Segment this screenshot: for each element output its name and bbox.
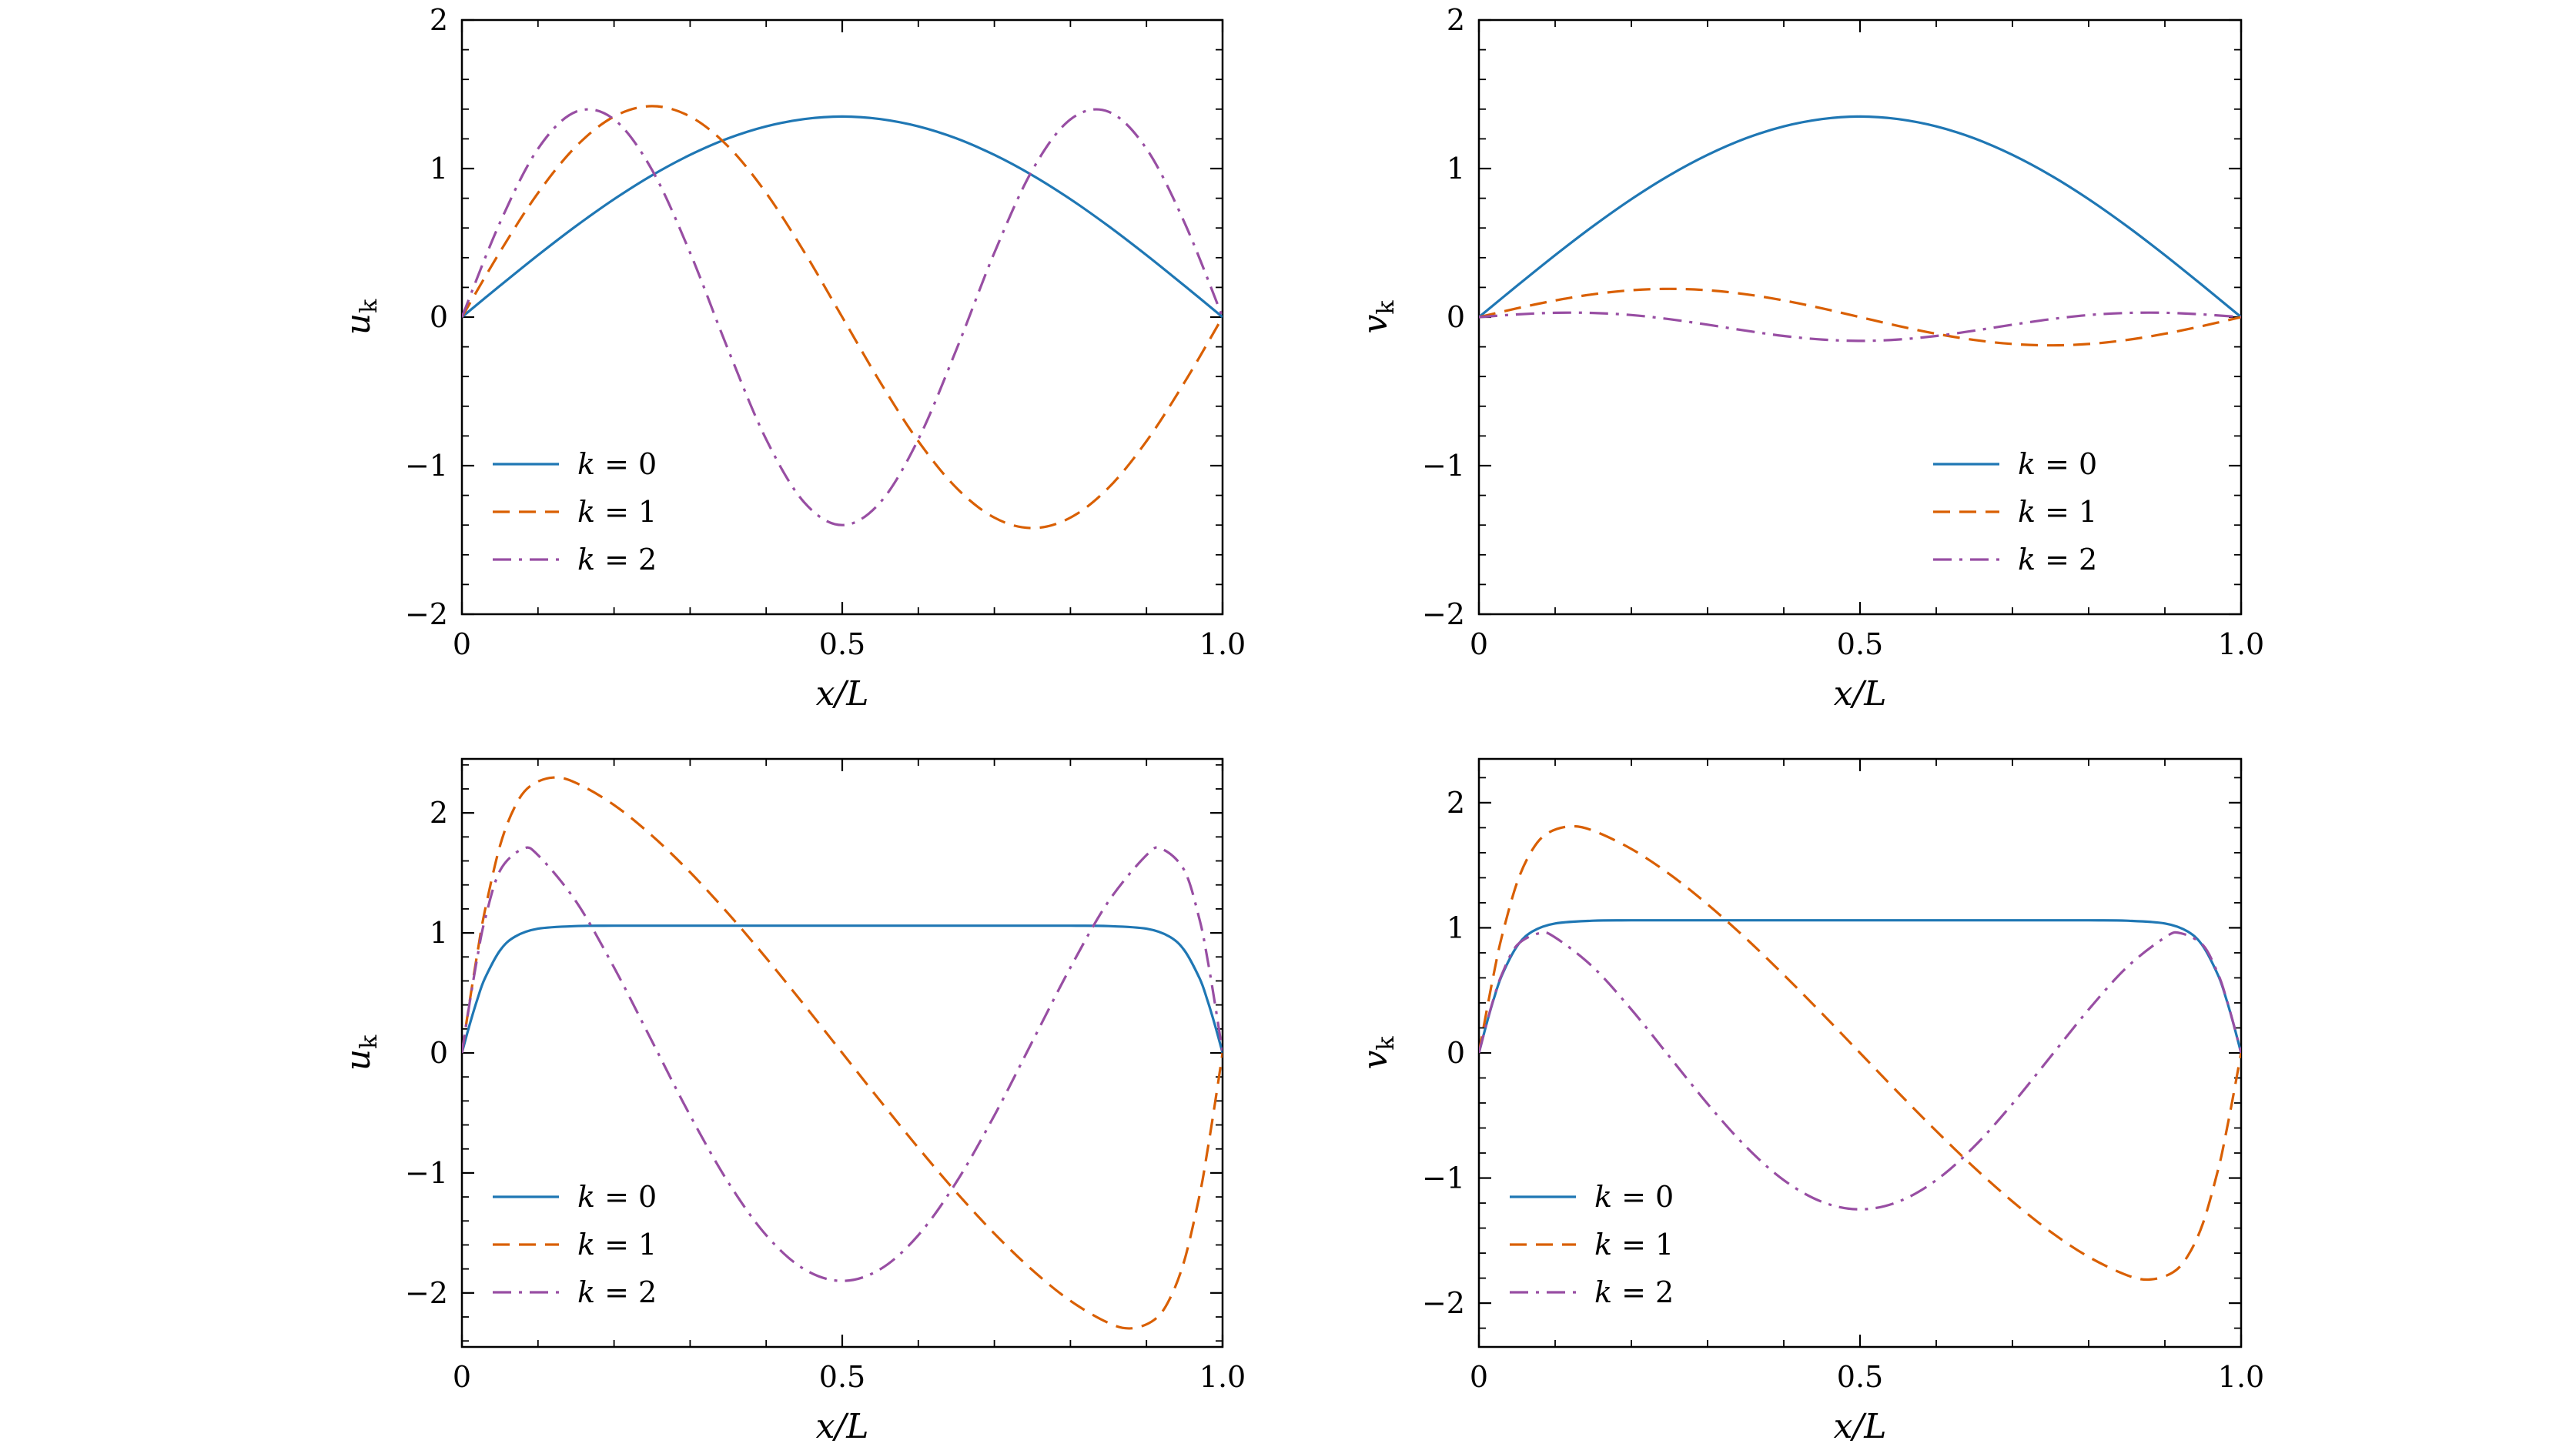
legend-label: k = 1	[577, 1228, 657, 1262]
curve-k1	[1479, 824, 2241, 1282]
y-tick-label: −2	[405, 1276, 448, 1310]
curve-k0	[1479, 919, 2241, 1054]
curve-k2	[462, 846, 1223, 1282]
x-axis-label: x/L	[816, 1407, 869, 1446]
y-tick-label: 0	[430, 1036, 448, 1070]
y-tick-label: −2	[1422, 1286, 1465, 1320]
curve-k1	[1479, 287, 2241, 347]
curve-k2	[1479, 311, 2241, 343]
y-tick-label: 2	[430, 3, 448, 37]
x-tick-label: 1.0	[2218, 627, 2264, 661]
curves-group	[1479, 115, 2241, 347]
x-tick-label: 0	[453, 1360, 471, 1394]
y-tick-label: −2	[1422, 597, 1465, 631]
y-tick-label: −1	[1422, 449, 1465, 483]
legend-label: k = 0	[2018, 447, 2097, 481]
y-tick-label: −1	[1422, 1161, 1465, 1195]
y-tick-label: 2	[1447, 3, 1465, 37]
x-tick-label: 0.5	[819, 1360, 865, 1394]
curve-k1	[462, 105, 1223, 530]
curves-group	[1479, 824, 2241, 1282]
panel-top-right-v: 0 0.5 1.0 −2 −1 0 1 2 x/L vk k = 0 k = 1 k = 2	[1356, 3, 2264, 713]
y-axis-label: uk	[339, 299, 383, 335]
x-tick-label: 1.0	[1199, 1360, 1246, 1394]
curves-group	[462, 105, 1223, 530]
y-axis-label: uk	[339, 1034, 383, 1071]
curve-k0	[462, 115, 1223, 319]
curve-k2	[462, 108, 1223, 526]
x-tick-label: 0	[1470, 1360, 1488, 1394]
x-axis-label: x/L	[1834, 1407, 1887, 1446]
legend-label: k = 1	[1594, 1228, 1674, 1262]
axes-spines	[1477, 18, 2243, 616]
legend-label: k = 1	[2018, 495, 2097, 529]
x-tick-label: 0	[1470, 627, 1488, 661]
panel-bottom-right-v: 0 0.5 1.0 −2 −1 0 1 2 x/L vk k = 0 k = 1 k = 2	[1356, 757, 2264, 1446]
legend-label: k = 0	[1594, 1180, 1674, 1214]
y-axis-label: vk	[1356, 300, 1400, 334]
y-tick-label: 1	[1447, 911, 1465, 944]
y-tick-label: 0	[430, 300, 448, 334]
x-tick-label: 0	[453, 627, 471, 661]
curve-k0	[462, 924, 1223, 1054]
panel-bottom-left-u: 0 0.5 1.0 −2 −1 0 1 2 x/L uk k = 0 k = 1 k = 2	[339, 757, 1246, 1446]
legend-label: k = 2	[577, 543, 657, 576]
curve-k2	[1479, 931, 2241, 1211]
x-tick-label: 0.5	[819, 627, 865, 661]
x-tick-label: 1.0	[1199, 627, 1246, 661]
x-axis-label: x/L	[816, 674, 869, 713]
legend-label: k = 2	[1594, 1275, 1674, 1309]
y-tick-label: −1	[405, 1156, 448, 1190]
y-tick-label: 2	[1447, 786, 1465, 820]
legend-label: k = 0	[577, 1180, 657, 1214]
y-tick-label: −2	[405, 597, 448, 631]
panel-top-left-u: 0 0.5 1.0 −2 −1 0 1 2 x/L uk k = 0 k = 1 k = 2	[339, 3, 1246, 713]
y-tick-label: 0	[1447, 1036, 1465, 1070]
legend-label: k = 2	[2018, 543, 2097, 576]
y-axis-label: vk	[1356, 1036, 1400, 1070]
y-tick-label: −1	[405, 449, 448, 483]
curve-k0	[1479, 115, 2241, 319]
x-tick-label: 0.5	[1837, 627, 1883, 661]
legend-label: k = 1	[577, 495, 657, 529]
y-tick-label: 1	[430, 916, 448, 950]
x-axis-label: x/L	[1834, 674, 1887, 713]
x-tick-label: 1.0	[2218, 1360, 2264, 1394]
y-tick-label: 1	[430, 152, 448, 185]
curves-group	[462, 776, 1223, 1330]
curve-k1	[462, 776, 1223, 1330]
y-tick-label: 0	[1447, 300, 1465, 334]
x-tick-label: 0.5	[1837, 1360, 1883, 1394]
y-tick-label: 1	[1447, 152, 1465, 185]
legend-label: k = 0	[577, 447, 657, 481]
y-tick-label: 2	[430, 796, 448, 830]
legend-label: k = 2	[577, 1275, 657, 1309]
